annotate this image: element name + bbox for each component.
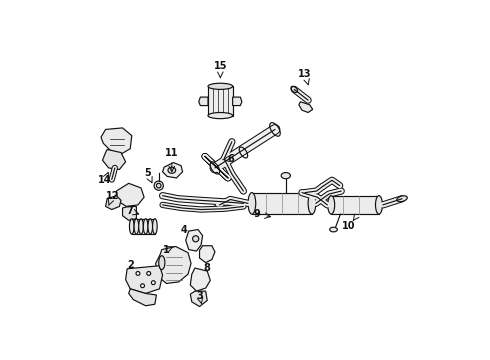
Text: 8: 8 bbox=[204, 263, 211, 273]
Text: 15: 15 bbox=[214, 61, 227, 71]
Text: 12: 12 bbox=[106, 191, 119, 201]
Polygon shape bbox=[186, 230, 203, 251]
Polygon shape bbox=[122, 206, 136, 220]
Ellipse shape bbox=[168, 167, 175, 173]
Ellipse shape bbox=[134, 219, 139, 234]
Ellipse shape bbox=[159, 256, 165, 270]
Polygon shape bbox=[116, 183, 144, 206]
Text: 7: 7 bbox=[127, 206, 134, 216]
Polygon shape bbox=[199, 246, 215, 263]
Polygon shape bbox=[190, 268, 210, 291]
Polygon shape bbox=[105, 195, 121, 210]
Ellipse shape bbox=[308, 193, 316, 214]
Polygon shape bbox=[299, 102, 313, 112]
Ellipse shape bbox=[281, 172, 291, 179]
Polygon shape bbox=[101, 128, 132, 154]
Polygon shape bbox=[156, 247, 191, 283]
Ellipse shape bbox=[143, 219, 148, 234]
Polygon shape bbox=[102, 149, 125, 170]
Polygon shape bbox=[331, 195, 379, 214]
Text: 1: 1 bbox=[163, 244, 170, 255]
Ellipse shape bbox=[147, 271, 150, 275]
Ellipse shape bbox=[328, 195, 335, 214]
Text: 3: 3 bbox=[196, 291, 203, 301]
Text: 2: 2 bbox=[127, 260, 134, 270]
Ellipse shape bbox=[148, 219, 152, 234]
Text: 11: 11 bbox=[165, 148, 178, 158]
Ellipse shape bbox=[152, 219, 157, 234]
Ellipse shape bbox=[248, 193, 256, 214]
Ellipse shape bbox=[154, 181, 163, 190]
Text: 10: 10 bbox=[342, 221, 356, 231]
Ellipse shape bbox=[208, 83, 233, 89]
Polygon shape bbox=[233, 97, 242, 105]
Polygon shape bbox=[163, 163, 183, 178]
Ellipse shape bbox=[193, 236, 199, 242]
Ellipse shape bbox=[129, 219, 134, 234]
Polygon shape bbox=[190, 291, 207, 307]
Ellipse shape bbox=[208, 112, 233, 119]
Polygon shape bbox=[129, 289, 156, 306]
Ellipse shape bbox=[156, 183, 161, 188]
Text: 6: 6 bbox=[227, 154, 234, 164]
Ellipse shape bbox=[215, 203, 224, 207]
Polygon shape bbox=[208, 86, 233, 116]
Ellipse shape bbox=[141, 284, 145, 288]
Ellipse shape bbox=[151, 281, 155, 285]
Text: 13: 13 bbox=[298, 69, 312, 79]
Ellipse shape bbox=[136, 271, 140, 275]
Polygon shape bbox=[199, 97, 208, 105]
Polygon shape bbox=[125, 266, 163, 293]
Text: 5: 5 bbox=[144, 167, 150, 177]
Ellipse shape bbox=[397, 196, 407, 202]
Ellipse shape bbox=[375, 195, 382, 214]
Text: 14: 14 bbox=[98, 175, 112, 185]
Text: 9: 9 bbox=[253, 209, 260, 219]
Text: 4: 4 bbox=[181, 225, 188, 235]
Polygon shape bbox=[252, 193, 312, 214]
Ellipse shape bbox=[330, 227, 337, 232]
Ellipse shape bbox=[139, 219, 143, 234]
